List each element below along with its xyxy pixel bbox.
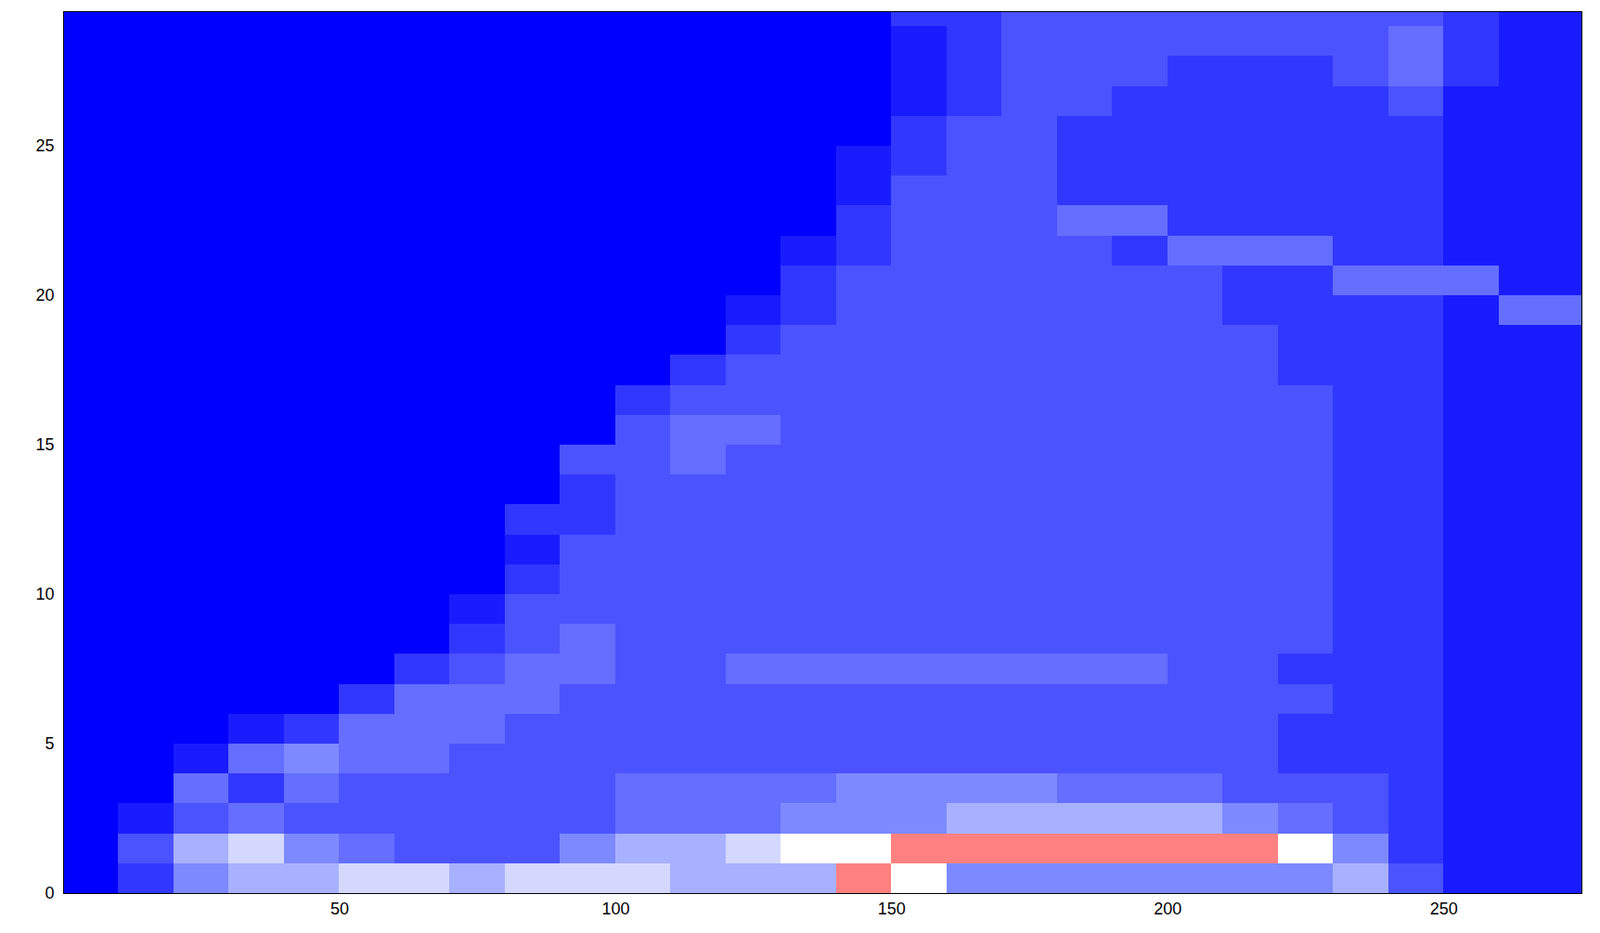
svg-text:0: 0 <box>44 883 54 903</box>
svg-text:10: 10 <box>35 584 54 604</box>
svg-text:20: 20 <box>35 285 54 305</box>
svg-text:15: 15 <box>35 435 54 454</box>
svg-text:150: 150 <box>877 899 906 918</box>
svg-text:250: 250 <box>1430 899 1459 918</box>
svg-text:50: 50 <box>330 899 349 918</box>
svg-text:200: 200 <box>1153 899 1182 918</box>
svg-text:25: 25 <box>35 136 54 155</box>
svg-text:100: 100 <box>601 899 630 918</box>
svg-text:5: 5 <box>44 734 54 753</box>
